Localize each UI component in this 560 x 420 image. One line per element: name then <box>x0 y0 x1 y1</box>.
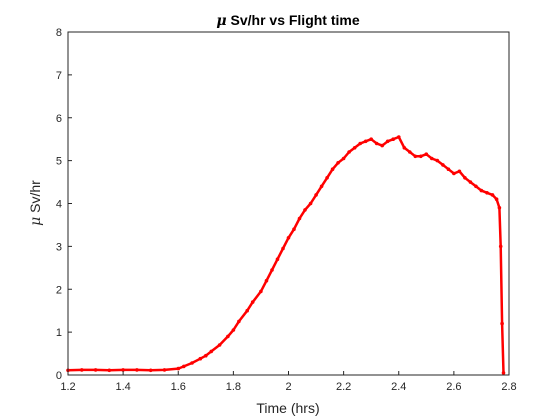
data-point <box>497 206 502 210</box>
data-point <box>80 368 84 372</box>
y-tick-label: 3 <box>56 241 62 253</box>
data-point <box>281 246 285 251</box>
data-point <box>264 278 269 283</box>
data-point <box>198 356 203 361</box>
y-tick-label: 0 <box>56 370 62 382</box>
data-point <box>419 154 423 159</box>
data-point <box>209 349 214 354</box>
data-point <box>250 300 255 304</box>
data-point <box>336 161 340 165</box>
series-line <box>67 135 505 373</box>
y-tick-label: 7 <box>56 70 62 82</box>
data-point <box>275 257 280 262</box>
data-point <box>93 368 98 372</box>
data-point <box>435 158 440 163</box>
data-point <box>237 319 241 324</box>
data-point <box>369 137 374 141</box>
data-point <box>490 193 495 197</box>
data-point <box>441 163 445 167</box>
data-point <box>501 371 506 375</box>
data-point <box>468 180 473 184</box>
data-point <box>347 150 351 154</box>
data-point <box>380 143 385 148</box>
data-point <box>226 334 230 339</box>
data-point <box>358 141 363 146</box>
data-point <box>457 169 462 174</box>
data-point <box>204 353 208 358</box>
data-point <box>297 216 302 221</box>
x-tick-label: 1.6 <box>171 381 186 393</box>
x-tick-label: 1.4 <box>115 381 130 393</box>
data-point <box>190 361 194 365</box>
chart-title: μ Sv/hr vs Flight time <box>216 12 359 29</box>
data-point <box>217 343 222 347</box>
data-point <box>500 321 504 326</box>
data-point <box>397 135 401 139</box>
data-point <box>352 146 357 150</box>
data-point <box>479 188 484 193</box>
tick-layer: 1.2 1.4 1.6 1.8 2 2.2 2.4 2.6 2.8 0 1 2 3 4 5 6 7 8 <box>56 27 517 393</box>
x-axis-label: Time (hrs) <box>256 400 319 416</box>
data-point <box>474 184 478 189</box>
chart-title-text: Sv/hr vs Flight time <box>227 12 360 28</box>
data-point <box>286 236 291 240</box>
data-point <box>446 167 451 171</box>
data-point <box>314 193 318 197</box>
x-tick-label: 2.6 <box>446 381 461 393</box>
y-tick-label: 8 <box>56 27 62 39</box>
data-point <box>176 366 181 371</box>
data-point <box>319 184 324 189</box>
data-point <box>308 201 313 206</box>
plot-box <box>67 31 510 376</box>
y-axis-label-symbol: μ <box>28 217 44 226</box>
data-point <box>330 167 335 171</box>
y-tick-label: 5 <box>56 156 62 168</box>
data-point <box>385 139 390 144</box>
data-point <box>494 197 499 201</box>
data-point <box>391 137 396 141</box>
data-point <box>325 176 329 180</box>
y-axis-label: μ Sv/hr <box>27 180 44 226</box>
data-point <box>245 308 249 313</box>
x-tick-label: 2.2 <box>336 381 351 393</box>
y-axis-label-text: Sv/hr <box>27 180 43 217</box>
data-point <box>430 156 434 161</box>
data-point <box>270 268 274 272</box>
data-point <box>303 208 307 212</box>
data-point <box>413 154 418 159</box>
x-tick-label: 2 <box>285 381 291 393</box>
data-point <box>424 152 429 156</box>
data-point <box>292 227 296 231</box>
data-point <box>182 364 186 369</box>
data-point <box>231 328 236 332</box>
data-point <box>107 368 112 373</box>
data-point <box>498 244 503 249</box>
data-point <box>148 368 153 373</box>
data-point <box>135 368 139 372</box>
data-point <box>259 289 263 294</box>
data-point <box>162 368 167 372</box>
data-point <box>121 368 125 372</box>
data-point <box>374 141 379 146</box>
chart-title-symbol: μ <box>216 13 226 29</box>
y-tick-label: 1 <box>56 327 62 339</box>
data-point <box>485 191 489 195</box>
series-layer <box>66 135 506 375</box>
x-tick-label: 2.8 <box>501 381 516 393</box>
data-point <box>402 146 407 150</box>
x-tick-label: 2.4 <box>391 381 406 393</box>
y-tick-label: 6 <box>56 113 62 125</box>
x-tick-label: 1.2 <box>60 381 75 393</box>
y-tick-label: 4 <box>56 199 62 211</box>
data-point <box>363 139 368 144</box>
data-point <box>408 150 412 154</box>
data-point <box>463 176 467 180</box>
data-point <box>341 156 346 161</box>
y-tick-label: 2 <box>56 284 62 296</box>
x-tick-label: 1.8 <box>226 381 241 393</box>
data-point <box>452 171 456 176</box>
